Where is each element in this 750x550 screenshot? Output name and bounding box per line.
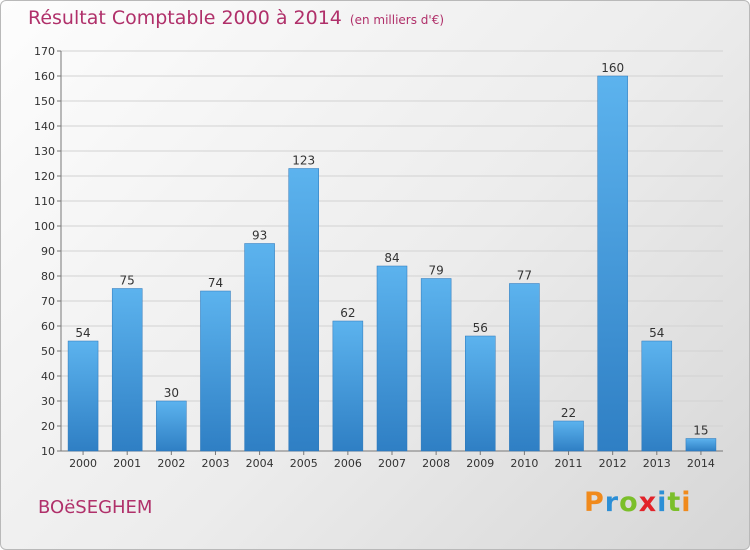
- x-tick-label: 2006: [334, 457, 362, 470]
- y-tick-label: 10: [41, 445, 55, 458]
- x-tick-label: 2008: [422, 457, 450, 470]
- x-tick-label: 2004: [246, 457, 274, 470]
- bar: [376, 265, 408, 452]
- y-tick-label: 100: [34, 220, 55, 233]
- y-tick-label: 90: [41, 245, 55, 258]
- x-tick-label: 2007: [378, 457, 406, 470]
- bar: [509, 283, 540, 452]
- bar-value-label: 74: [208, 276, 223, 290]
- bar-value-label: 54: [649, 326, 664, 340]
- bar: [67, 340, 99, 452]
- chart-title: Résultat Comptable 2000 à 2014 (en millie…: [28, 7, 444, 29]
- chart-title-text: Résultat Comptable 2000 à 2014: [28, 7, 342, 29]
- y-tick-label: 60: [41, 320, 55, 333]
- y-tick-label: 170: [34, 45, 55, 58]
- bar-value-label: 75: [120, 274, 135, 288]
- y-tick-label: 40: [41, 370, 55, 383]
- x-tick-label: 2014: [687, 457, 715, 470]
- x-tick-label: 2010: [510, 457, 538, 470]
- x-tick-label: 2005: [290, 457, 318, 470]
- logo-letter: i: [657, 487, 668, 518]
- x-tick-label: 2002: [157, 457, 185, 470]
- bar-value-label: 30: [164, 386, 179, 400]
- x-tick-label: 2000: [69, 457, 97, 470]
- commune-name: BOëSEGHEM: [38, 497, 153, 518]
- x-tick-label: 2003: [201, 457, 229, 470]
- proxiti-logo: Proxiti: [584, 487, 692, 518]
- logo-letter: x: [638, 487, 658, 518]
- y-tick-label: 70: [41, 295, 55, 308]
- y-tick-label: 130: [34, 145, 55, 158]
- bar-value-label: 123: [292, 154, 315, 168]
- logo-letter: i: [681, 487, 692, 518]
- bar-value-label: 84: [384, 251, 399, 265]
- logo-letter: t: [667, 487, 682, 518]
- y-tick-label: 110: [34, 195, 55, 208]
- bar: [332, 320, 364, 452]
- bar: [244, 243, 275, 452]
- y-tick-label: 140: [34, 120, 55, 133]
- bar: [465, 335, 496, 452]
- y-tick-label: 120: [34, 170, 55, 183]
- logo-letter: o: [619, 487, 639, 518]
- bar-value-label: 15: [693, 424, 708, 438]
- logo-letter: r: [604, 487, 620, 518]
- bar-value-label: 56: [473, 321, 488, 335]
- bar: [111, 288, 143, 452]
- bar: [288, 168, 319, 452]
- bar: [553, 420, 584, 452]
- bar-value-label: 22: [561, 406, 576, 420]
- x-tick-label: 2013: [643, 457, 671, 470]
- bar-value-label: 62: [340, 306, 355, 320]
- bar-value-label: 54: [75, 326, 90, 340]
- bar: [641, 340, 673, 452]
- y-tick-label: 150: [34, 95, 55, 108]
- y-tick-label: 20: [41, 420, 55, 433]
- y-tick-label: 160: [34, 70, 55, 83]
- labels: 10 20 30 40 50 60 70 80 90 100 110 120 130 140 150 160 1…: [34, 45, 715, 470]
- x-tick-label: 2001: [113, 457, 141, 470]
- bars: [67, 75, 717, 452]
- bar: [156, 400, 187, 452]
- x-tick-label: 2012: [599, 457, 627, 470]
- bar: [200, 290, 231, 452]
- bar: [685, 438, 717, 452]
- chart-unit-note: (en milliers d'€): [349, 13, 445, 27]
- x-tick-label: 2009: [466, 457, 494, 470]
- bar-value-label: 77: [517, 269, 532, 283]
- bar: [420, 278, 452, 452]
- bar-value-label: 160: [601, 61, 624, 75]
- y-tick-label: 50: [41, 345, 55, 358]
- bar-value-label: 93: [252, 229, 267, 243]
- bar-value-label: 79: [428, 264, 443, 278]
- logo-letter: P: [584, 487, 605, 518]
- bar: [597, 75, 628, 452]
- y-tick-label: 80: [41, 270, 55, 283]
- x-tick-label: 2011: [555, 457, 583, 470]
- y-tick-label: 30: [41, 395, 55, 408]
